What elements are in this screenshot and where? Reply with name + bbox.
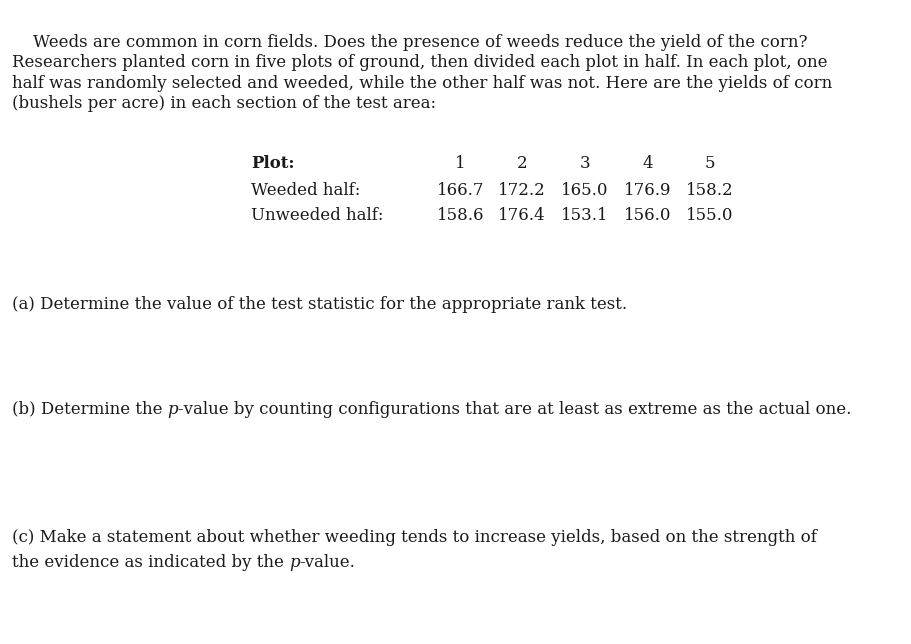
Text: half was randomly selected and weeded, while the other half was not. Here are th: half was randomly selected and weeded, w…	[12, 75, 831, 91]
Text: 158.6: 158.6	[436, 207, 484, 224]
Text: (b) Determine the: (b) Determine the	[12, 401, 168, 417]
Text: 155.0: 155.0	[685, 207, 732, 224]
Text: Weeded half:: Weeded half:	[251, 182, 360, 198]
Text: (a) Determine the value of the test statistic for the appropriate rank test.: (a) Determine the value of the test stat…	[12, 296, 626, 313]
Text: Plot:: Plot:	[251, 155, 294, 171]
Text: (c) Make a statement about whether weeding tends to increase yields, based on th: (c) Make a statement about whether weedi…	[12, 529, 816, 546]
Text: 3: 3	[578, 155, 589, 171]
Text: Researchers planted corn in five plots of ground, then divided each plot in half: Researchers planted corn in five plots o…	[12, 55, 826, 71]
Text: 172.2: 172.2	[497, 182, 545, 198]
Text: Weeds are common in corn fields. Does the presence of weeds reduce the yield of : Weeds are common in corn fields. Does th…	[12, 34, 806, 51]
Text: 4: 4	[641, 155, 652, 171]
Text: 156.0: 156.0	[623, 207, 670, 224]
Text: 166.7: 166.7	[436, 182, 484, 198]
Text: 165.0: 165.0	[560, 182, 608, 198]
Text: p: p	[168, 401, 178, 417]
Text: the evidence as indicated by the: the evidence as indicated by the	[12, 554, 289, 571]
Text: 5: 5	[703, 155, 714, 171]
Text: (bushels per acre) in each section of the test area:: (bushels per acre) in each section of th…	[12, 95, 435, 112]
Text: 2: 2	[516, 155, 527, 171]
Text: p: p	[289, 554, 300, 571]
Text: 153.1: 153.1	[560, 207, 608, 224]
Text: -value.: -value.	[300, 554, 355, 571]
Text: 176.4: 176.4	[497, 207, 545, 224]
Text: 176.9: 176.9	[623, 182, 670, 198]
Text: 158.2: 158.2	[685, 182, 732, 198]
Text: Unweeded half:: Unweeded half:	[251, 207, 383, 224]
Text: -value by counting configurations that are at least as extreme as the actual one: -value by counting configurations that a…	[178, 401, 851, 417]
Text: 1: 1	[455, 155, 466, 171]
